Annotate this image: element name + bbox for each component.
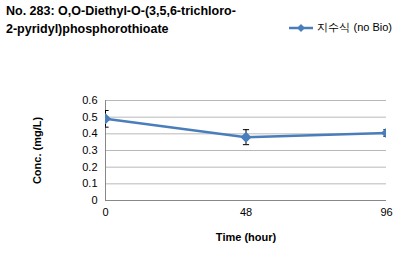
svg-text:0.5: 0.5 [82, 111, 97, 123]
svg-text:0.3: 0.3 [82, 144, 97, 156]
svg-text:0.6: 0.6 [82, 94, 97, 106]
svg-text:0: 0 [102, 206, 108, 218]
svg-text:96: 96 [380, 206, 392, 218]
html-text:No. 283: O,O-Diethyl-O-(3,5,6-: No. 283: O,O-Diethyl-O-(3,5,6-trichloro-… [6, 4, 236, 36]
svg-text:0.1: 0.1 [82, 177, 97, 189]
svg-text:Conc. (mg/L): Conc. (mg/L) [31, 117, 43, 185]
svg-text:48: 48 [240, 206, 252, 218]
svg-text:Time (hour): Time (hour) [216, 231, 277, 243]
svg-text:0.4: 0.4 [82, 127, 97, 139]
svg-text:0: 0 [91, 194, 97, 206]
svg-text:0.2: 0.2 [82, 161, 97, 173]
html-text:지수식 (no Bio): 지수식 (no Bio) [317, 21, 392, 33]
